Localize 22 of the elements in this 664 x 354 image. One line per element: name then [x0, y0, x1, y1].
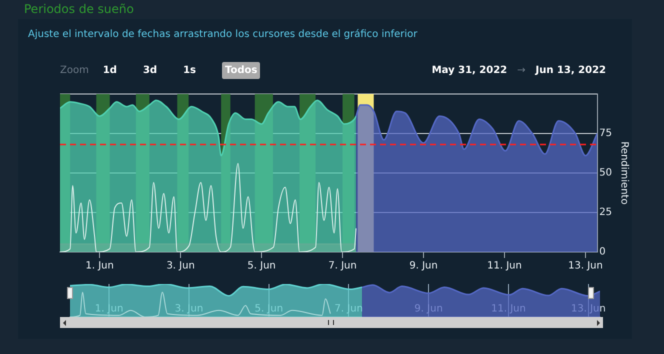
- x-tick-label: 13. Jun: [568, 260, 603, 272]
- chart-title: Periodos de sueño: [24, 2, 134, 16]
- text: May 31, 2022: [432, 64, 508, 76]
- y-tick-label: 50: [599, 168, 612, 179]
- x-tick-label: 5. Jun: [247, 260, 276, 272]
- y-tick-label: 0: [599, 246, 606, 258]
- text: Todos: [222, 62, 260, 78]
- y-tick-label: 25: [599, 207, 612, 218]
- text: Zoom: [60, 64, 89, 76]
- text: 3d: [142, 64, 158, 76]
- text: 1s: [183, 64, 196, 76]
- x-tick-label: 1. Jun: [85, 260, 114, 272]
- y-axis-title: Rendimiento: [618, 141, 630, 205]
- x-tick-label: 9. Jun: [409, 260, 438, 272]
- text: →: [517, 64, 526, 76]
- x-tick-label: 7. Jun: [328, 260, 357, 272]
- text: Jun 13, 2022: [536, 64, 606, 76]
- x-tick-label: 3. Jun: [166, 260, 195, 272]
- chart-subtitle: Ajuste el intervalo de fechas arrastrando los cursores desde el gráfico inferior: [28, 29, 418, 40]
- text: 1d: [102, 64, 117, 76]
- x-tick-label: 11. Jun: [487, 260, 522, 272]
- y-tick-label: 75: [599, 128, 612, 140]
